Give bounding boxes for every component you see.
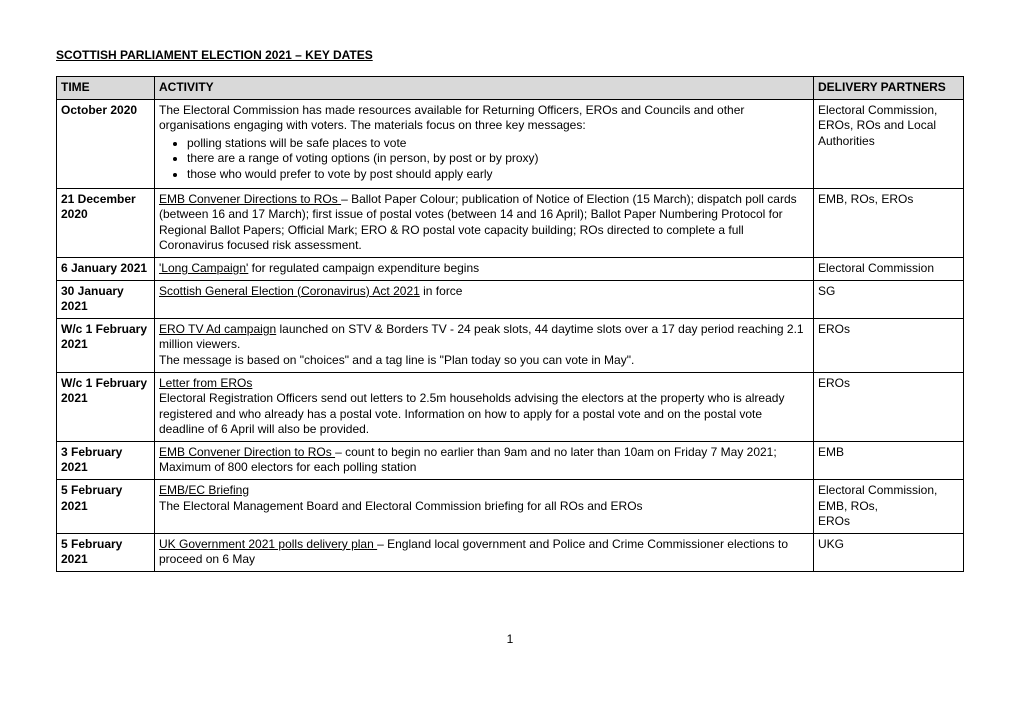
cell-partners: UKG [814,533,964,571]
col-time: TIME [57,77,155,100]
table-header-row: TIME ACTIVITY DELIVERY PARTNERS [57,77,964,100]
table-row: 5 February 2021 UK Government 2021 polls… [57,533,964,571]
activity-extra: The Electoral Management Board and Elect… [159,499,643,513]
cell-partners: EMB, ROs, EROs [814,188,964,257]
table-row: 30 January 2021 Scottish General Electio… [57,280,964,318]
activity-lead: Scottish General Election (Coronavirus) … [159,284,420,298]
activity-lead: 'Long Campaign' [159,261,248,275]
table-row: W/c 1 February 2021 Letter from EROs Ele… [57,372,964,441]
activity-lead: EMB Convener Directions to ROs [159,192,341,206]
cell-time: October 2020 [57,99,155,188]
col-partners: DELIVERY PARTNERS [814,77,964,100]
cell-time: 21 December 2020 [57,188,155,257]
cell-partners: Electoral Commission, EROs, ROs and Loca… [814,99,964,188]
activity-extra: Electoral Registration Officers send out… [159,391,784,436]
cell-activity: EMB Convener Directions to ROs – Ballot … [155,188,814,257]
cell-time: 5 February 2021 [57,533,155,571]
activity-rest: in force [420,284,463,298]
table-row: W/c 1 February 2021 ERO TV Ad campaign l… [57,318,964,372]
activity-rest: for regulated campaign expenditure begin… [248,261,479,275]
cell-activity: 'Long Campaign' for regulated campaign e… [155,257,814,280]
activity-lead: ERO TV Ad campaign [159,322,276,336]
table-row: 5 February 2021 EMB/EC Briefing The Elec… [57,480,964,534]
page-number: 1 [56,632,964,646]
cell-activity: ERO TV Ad campaign launched on STV & Bor… [155,318,814,372]
activity-bullets: polling stations will be safe places to … [159,136,809,183]
cell-time: W/c 1 February 2021 [57,372,155,441]
bullet-item: there are a range of voting options (in … [187,151,809,167]
page-title: SCOTTISH PARLIAMENT ELECTION 2021 – KEY … [56,48,964,62]
key-dates-table: TIME ACTIVITY DELIVERY PARTNERS October … [56,76,964,572]
activity-lead: EMB Convener Direction to ROs [159,445,335,459]
cell-activity: EMB/EC Briefing The Electoral Management… [155,480,814,534]
cell-activity: EMB Convener Direction to ROs – count to… [155,441,814,479]
cell-time: 5 February 2021 [57,480,155,534]
cell-time: 30 January 2021 [57,280,155,318]
cell-partners: EROs [814,372,964,441]
cell-activity: UK Government 2021 polls delivery plan –… [155,533,814,571]
cell-partners: SG [814,280,964,318]
activity-intro: The Electoral Commission has made resour… [159,103,744,133]
activity-lead: Letter from EROs [159,376,252,390]
activity-lead: EMB/EC Briefing [159,483,249,497]
cell-partners: Electoral Commission [814,257,964,280]
table-row: 21 December 2020 EMB Convener Directions… [57,188,964,257]
activity-lead: UK Government 2021 polls delivery plan [159,537,377,551]
cell-activity: Scottish General Election (Coronavirus) … [155,280,814,318]
cell-partners: EMB [814,441,964,479]
table-row: 3 February 2021 EMB Convener Direction t… [57,441,964,479]
cell-partners: Electoral Commission, EMB, ROs, EROs [814,480,964,534]
cell-activity: The Electoral Commission has made resour… [155,99,814,188]
bullet-item: those who would prefer to vote by post s… [187,167,809,183]
cell-time: W/c 1 February 2021 [57,318,155,372]
activity-extra: The message is based on "choices" and a … [159,353,634,367]
table-row: 6 January 2021 'Long Campaign' for regul… [57,257,964,280]
cell-activity: Letter from EROs Electoral Registration … [155,372,814,441]
cell-time: 3 February 2021 [57,441,155,479]
bullet-item: polling stations will be safe places to … [187,136,809,152]
cell-time: 6 January 2021 [57,257,155,280]
cell-partners: EROs [814,318,964,372]
col-activity: ACTIVITY [155,77,814,100]
table-row: October 2020 The Electoral Commission ha… [57,99,964,188]
